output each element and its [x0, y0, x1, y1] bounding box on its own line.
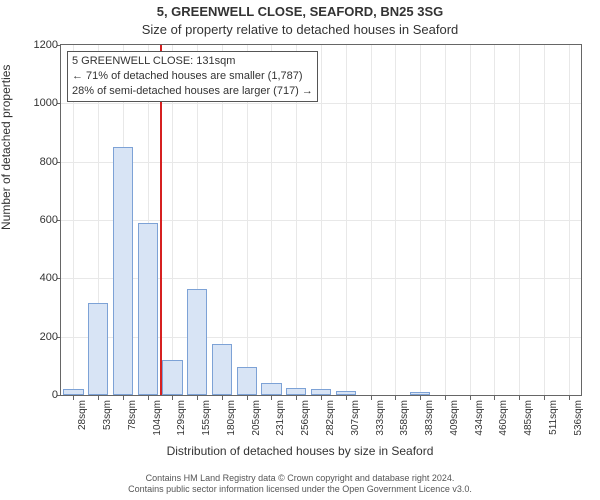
annotation-line2: ← 71% of detached houses are smaller (1,…: [72, 69, 313, 84]
x-tick-label: 205sqm: [251, 400, 262, 436]
annotation-line1: 5 GREENWELL CLOSE: 131sqm: [72, 54, 313, 69]
gridline-v: [494, 45, 495, 395]
y-tick-label: 200: [18, 331, 58, 343]
x-tick-label: 28sqm: [77, 400, 88, 430]
histogram-bar: [237, 367, 257, 395]
x-tick-label: 155sqm: [201, 400, 212, 436]
x-tick-label: 180sqm: [226, 400, 237, 436]
gridline-v: [519, 45, 520, 395]
x-tick-label: 307sqm: [350, 400, 361, 436]
attribution-line2: Contains public sector information licen…: [128, 484, 472, 494]
attribution: Contains HM Land Registry data © Crown c…: [0, 473, 600, 496]
x-tick-label: 104sqm: [152, 400, 163, 436]
y-tick-label: 0: [18, 389, 58, 401]
x-tick-label: 383sqm: [424, 400, 435, 436]
x-tick-mark: [222, 396, 223, 400]
y-axis-label: Number of detached properties: [0, 65, 13, 230]
x-tick-label: 409sqm: [449, 400, 460, 436]
x-tick-label: 460sqm: [498, 400, 509, 436]
x-tick-label: 511sqm: [548, 400, 559, 435]
histogram-bar: [63, 389, 83, 395]
gridline-v: [346, 45, 347, 395]
x-tick-label: 78sqm: [127, 400, 138, 430]
x-tick-label: 358sqm: [399, 400, 410, 436]
y-tick-label: 400: [18, 272, 58, 284]
histogram-bar: [286, 388, 306, 395]
histogram-bar: [162, 360, 182, 395]
x-tick-label: 256sqm: [300, 400, 311, 436]
x-tick-mark: [321, 396, 322, 400]
x-tick-mark: [172, 396, 173, 400]
histogram-bar: [261, 383, 281, 395]
x-axis-label: Distribution of detached houses by size …: [0, 444, 600, 458]
histogram-bar: [88, 303, 108, 395]
x-tick-label: 53sqm: [102, 400, 113, 430]
gridline-v: [395, 45, 396, 395]
x-tick-mark: [519, 396, 520, 400]
x-tick-mark: [346, 396, 347, 400]
x-tick-mark: [470, 396, 471, 400]
x-tick-label: 485sqm: [523, 400, 534, 436]
x-tick-mark: [395, 396, 396, 400]
gridline-v: [371, 45, 372, 395]
x-tick-label: 282sqm: [325, 400, 336, 436]
x-tick-mark: [197, 396, 198, 400]
gridline-v: [420, 45, 421, 395]
x-tick-mark: [123, 396, 124, 400]
x-tick-mark: [494, 396, 495, 400]
histogram-bar: [138, 223, 158, 395]
x-tick-mark: [296, 396, 297, 400]
histogram-bar: [410, 392, 430, 395]
x-tick-mark: [73, 396, 74, 400]
attribution-line1: Contains HM Land Registry data © Crown c…: [146, 473, 455, 483]
x-tick-mark: [544, 396, 545, 400]
x-tick-mark: [420, 396, 421, 400]
y-tick-label: 1000: [18, 97, 58, 109]
y-tick-label: 1200: [18, 39, 58, 51]
plot-area: 5 GREENWELL CLOSE: 131sqm← 71% of detach…: [60, 44, 582, 396]
gridline-v: [445, 45, 446, 395]
chart-title-line2: Size of property relative to detached ho…: [0, 22, 600, 37]
x-tick-label: 333sqm: [375, 400, 386, 436]
x-tick-mark: [371, 396, 372, 400]
gridline-v: [544, 45, 545, 395]
histogram-bar: [311, 389, 331, 395]
x-tick-mark: [247, 396, 248, 400]
x-tick-mark: [148, 396, 149, 400]
x-tick-label: 231sqm: [275, 400, 286, 436]
x-tick-mark: [569, 396, 570, 400]
gridline-v: [321, 45, 322, 395]
chart-title-line1: 5, GREENWELL CLOSE, SEAFORD, BN25 3SG: [0, 4, 600, 19]
x-tick-mark: [445, 396, 446, 400]
annotation-box: 5 GREENWELL CLOSE: 131sqm← 71% of detach…: [67, 51, 318, 102]
histogram-bar: [212, 344, 232, 395]
gridline-v: [470, 45, 471, 395]
x-tick-mark: [98, 396, 99, 400]
annotation-line3: 28% of semi-detached houses are larger (…: [72, 84, 313, 99]
gridline-v: [569, 45, 570, 395]
histogram-bar: [187, 289, 207, 395]
x-tick-label: 536sqm: [573, 400, 584, 436]
x-tick-label: 434sqm: [474, 400, 485, 436]
y-tick-label: 600: [18, 214, 58, 226]
histogram-bar: [113, 147, 133, 395]
x-tick-label: 129sqm: [176, 400, 187, 436]
histogram-bar: [336, 391, 356, 395]
x-tick-mark: [271, 396, 272, 400]
y-tick-label: 800: [18, 156, 58, 168]
chart-container: 5, GREENWELL CLOSE, SEAFORD, BN25 3SG Si…: [0, 0, 600, 500]
